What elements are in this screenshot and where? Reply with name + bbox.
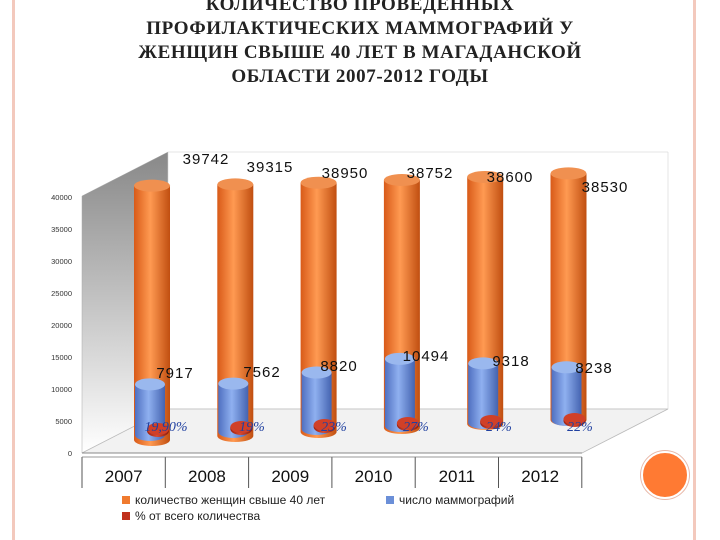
bar-women-cap xyxy=(550,167,587,180)
x-category-label: 2010 xyxy=(355,467,393,486)
data-label-women: 38600 xyxy=(487,169,534,186)
data-label-percent: 23% xyxy=(321,420,347,435)
bar-percent xyxy=(147,423,169,437)
title-line: ПРОФИЛАКТИЧЕСКИХ МАММОГРАФИЙ У xyxy=(146,18,574,39)
data-label-women: 39315 xyxy=(247,159,294,176)
bar-percent xyxy=(313,419,336,434)
bar-women-cap xyxy=(300,176,337,189)
legend-item-women: количество женщин свыше 40 лет xyxy=(122,493,325,507)
y-tick-label: 5000 xyxy=(55,417,72,426)
bar-women-cap xyxy=(383,173,420,186)
x-category-label: 2012 xyxy=(521,467,559,486)
data-label-mammography: 8238 xyxy=(575,360,612,377)
legend-item-percent: % от всего количества xyxy=(122,509,260,523)
data-label-women: 38530 xyxy=(582,179,629,196)
data-label-mammography: 8820 xyxy=(320,358,357,375)
legend-swatch-percent xyxy=(122,512,130,520)
bar-mammography xyxy=(384,352,415,432)
title-line: ЖЕНЩИН СВЫШЕ 40 ЛЕТ В МАГАДАНСКОЙ xyxy=(138,42,582,63)
data-label-mammography: 9318 xyxy=(492,353,529,370)
bar-mammography-body xyxy=(384,358,415,432)
y-tick-label: 10000 xyxy=(51,385,72,394)
data-label-percent: 19% xyxy=(239,420,265,435)
y-tick-label: 40000 xyxy=(51,193,72,202)
bar-percent xyxy=(230,421,253,435)
bar-women xyxy=(217,178,254,443)
bar-percent-cap xyxy=(396,417,419,429)
x-category-label: 2007 xyxy=(105,467,143,486)
legend-item-mammography: число маммографий xyxy=(386,493,514,507)
title-line: ОБЛАСТИ 2007-2012 ГОДЫ xyxy=(231,66,489,87)
data-label-mammography: 7562 xyxy=(243,364,280,381)
left-frame-line xyxy=(12,0,15,540)
title-line: КОЛИЧЕСТВО ПРОВЕДЕННЫХ xyxy=(205,0,515,15)
bar-women-cap xyxy=(217,178,254,191)
bar-percent-cap xyxy=(230,421,253,433)
bar-women-cap xyxy=(134,179,170,192)
x-category-label: 2011 xyxy=(439,467,476,486)
bar-mammography xyxy=(468,357,499,429)
bar-mammography xyxy=(551,361,582,426)
bar-mammography-cap xyxy=(551,361,582,374)
legend-swatch-women xyxy=(122,496,130,504)
bar-mammography-cap xyxy=(218,377,249,390)
y-tick-label: 25000 xyxy=(51,289,72,298)
bar-percent-cap xyxy=(480,415,503,427)
bar-women-cap xyxy=(467,170,504,183)
bar-mammography-cap xyxy=(135,378,165,391)
legend-label-mammography: число маммографий xyxy=(399,493,515,507)
data-label-percent: 24% xyxy=(486,420,512,435)
y-tick-label: 20000 xyxy=(51,321,72,330)
legend-swatch-mammography xyxy=(386,496,394,504)
x-category-label: 2008 xyxy=(188,467,226,486)
data-label-mammography: 10494 xyxy=(403,348,450,365)
data-label-percent: 22% xyxy=(567,420,593,435)
legend-label-percent: % от всего количества xyxy=(135,509,261,523)
bar-percent xyxy=(563,413,586,428)
data-label-percent: 27% xyxy=(403,420,429,435)
right-frame-line xyxy=(693,0,696,540)
bar-percent xyxy=(396,417,419,431)
x-category-label: 2009 xyxy=(271,467,309,486)
data-label-women: 38752 xyxy=(407,165,454,182)
data-label-women: 39742 xyxy=(183,151,230,168)
data-label-percent: 19,90% xyxy=(144,420,187,435)
y-tick-label: 15000 xyxy=(51,353,72,362)
bar-percent-cap xyxy=(563,413,586,425)
chart-title: КОЛИЧЕСТВО ПРОВЕДЕННЫХ ПРОФИЛАКТИЧЕСКИХ … xyxy=(40,0,680,89)
bar-mammography-cap xyxy=(301,366,332,379)
bar-percent-cap xyxy=(313,419,336,431)
bar-mammography-cap xyxy=(384,352,415,365)
bar-percent xyxy=(480,415,503,429)
data-label-mammography: 7917 xyxy=(156,365,193,382)
bar-women-body xyxy=(217,184,254,443)
bar-mammography-body xyxy=(468,363,499,429)
bar-mammography-cap xyxy=(468,357,499,370)
y-tick-label: 30000 xyxy=(51,257,72,266)
bar-mammography-body xyxy=(551,367,582,426)
bar-percent-cap xyxy=(147,423,169,435)
legend-label-women: количество женщин свыше 40 лет xyxy=(135,493,326,507)
y-tick-label: 0 xyxy=(68,449,72,458)
data-label-women: 38950 xyxy=(322,165,369,182)
y-tick-label: 35000 xyxy=(51,225,72,234)
decorative-circle xyxy=(641,451,689,499)
